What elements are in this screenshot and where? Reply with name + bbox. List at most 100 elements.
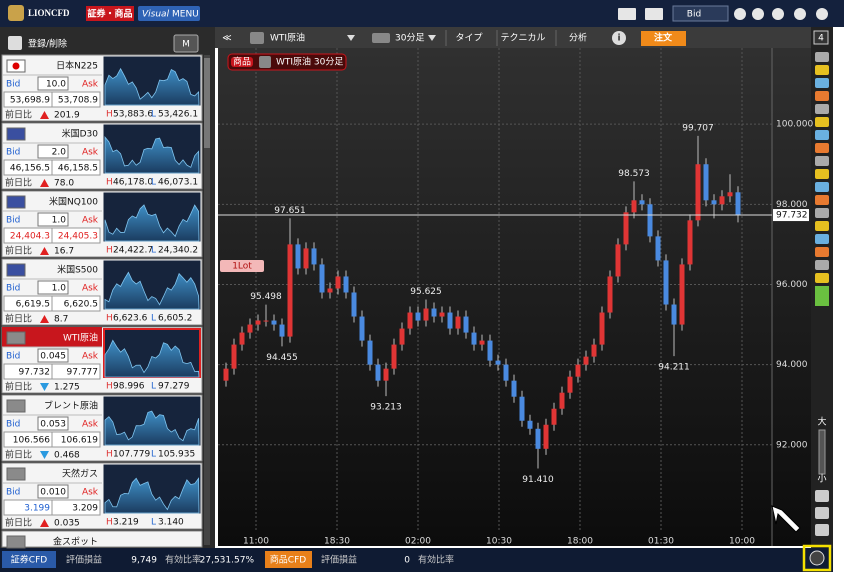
header-icon[interactable] [816,8,828,20]
bid[interactable]: 24,404.3 [10,232,50,242]
change-arrow [40,451,49,459]
spread-box [37,416,69,431]
edit[interactable]: 登録/削除 [28,38,67,50]
candle-body [247,324,253,333]
candle-body [327,288,333,293]
order-bg[interactable] [641,31,686,46]
tool-icon[interactable] [815,507,829,519]
order[interactable]: 注文 [654,32,673,44]
header-icon[interactable] [734,8,746,20]
bid[interactable]: 97.732 [19,368,51,378]
tool-icon[interactable] [815,221,829,231]
ask[interactable]: 53,708.9 [58,96,98,106]
edit-icon[interactable] [8,36,22,50]
tool-icon[interactable] [815,247,829,257]
tool-icon[interactable] [815,524,829,536]
tool-icon[interactable] [815,130,829,140]
tool-icon[interactable] [815,78,829,88]
candle-body [431,308,437,317]
toolbar-button[interactable]: 分析 [569,32,587,44]
price-type-select[interactable] [672,5,729,22]
high: 3.219 [113,518,139,528]
menu-bg[interactable] [138,6,200,21]
layout-count[interactable]: 4 [818,34,824,44]
ask[interactable]: 6,620.5 [64,300,98,310]
high: 24,422.7 [113,246,153,256]
header-icon[interactable] [645,8,663,20]
candle-body [607,276,613,313]
header-icon[interactable] [752,8,764,20]
tool-icon[interactable] [815,260,829,270]
ask[interactable]: 3.209 [72,504,98,514]
instrument-name: WTI原油 [63,332,98,344]
header-icon[interactable] [618,8,636,20]
timeframe[interactable]: 30分足 [395,33,424,44]
menu-visual[interactable]: Visual [142,10,170,20]
scroll-top-button[interactable] [809,550,825,566]
bid[interactable]: 3.199 [24,504,50,514]
high-label: H [106,450,113,460]
bid[interactable]: 46,156.5 [10,164,50,174]
candle-body [255,320,261,325]
candle-body [703,164,709,201]
bid[interactable]: 106.566 [13,436,50,446]
candle-body [623,212,629,245]
tool-icon[interactable] [815,195,829,205]
change: 201.9 [54,111,80,121]
bid[interactable]: 53,698.9 [10,96,50,106]
instrument-card[interactable] [1,530,203,548]
price-type[interactable]: Bid [687,10,701,20]
tool-icon[interactable] [815,490,829,502]
tool-icon[interactable] [815,273,829,283]
change-arrow [40,179,49,187]
layout-box[interactable] [813,30,829,45]
tool-icon[interactable] [815,52,829,62]
zoom-slider[interactable] [818,429,826,475]
ask[interactable]: 24,405.3 [58,232,98,242]
tool-icon[interactable] [815,65,829,75]
tool-icon[interactable] [815,143,829,153]
tool-icon[interactable] [815,117,829,127]
tool-icon[interactable] [815,104,829,114]
toolbar-button[interactable]: タイプ [455,33,482,44]
tool-icon[interactable] [815,182,829,192]
tool-icon[interactable] [815,169,829,179]
instrument-name: 金スポット [53,536,98,548]
low-label: L [151,382,156,392]
ask[interactable]: 97.777 [67,368,99,378]
menu[interactable]: MENU [172,10,199,20]
current-price-box [773,209,809,222]
low-label: L [151,314,156,324]
symbol[interactable]: WTI原油 [270,32,305,44]
header-icon[interactable] [794,8,806,20]
bid[interactable]: 6,619.5 [16,300,50,310]
ask[interactable]: 46,158.5 [58,164,98,174]
info-bg[interactable] [612,31,626,45]
lot-box[interactable] [220,260,264,272]
change: 0.035 [54,519,80,529]
tool-icon[interactable] [815,208,829,218]
lot[interactable]: 1Lot [232,262,252,272]
tool-icon[interactable] [815,234,829,244]
pl-label: 評価損益 [321,554,357,566]
toolbar-button[interactable]: テクニカル [500,33,545,44]
price-annotation: 95.498 [250,292,282,302]
tool-icon[interactable] [815,156,829,166]
candle-body [335,276,341,289]
collapse[interactable]: ≪ [222,34,231,44]
mode-button[interactable] [173,34,199,53]
ask-label: Ask [82,148,99,158]
ask[interactable]: 106.619 [61,436,98,446]
tool-icon[interactable] [815,91,829,101]
scroll-thumb[interactable] [204,58,210,148]
mode[interactable]: M [182,40,190,50]
zoom-small[interactable]: 小 [817,474,826,485]
header-icon[interactable] [772,8,784,20]
spread-box [37,280,69,295]
info[interactable]: i [617,34,620,44]
bid-label: Bid [6,216,20,226]
tool-icon[interactable] [815,286,829,306]
scrollbar[interactable] [204,55,210,545]
x-tick-label: 18:00 [567,537,593,547]
zoom-large[interactable]: 大 [817,416,826,428]
